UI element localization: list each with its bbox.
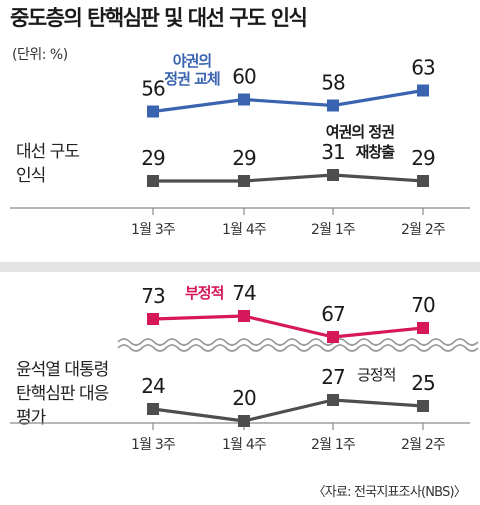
data-point-marker	[327, 169, 339, 181]
data-label: 25	[411, 371, 434, 395]
data-point-marker	[417, 84, 429, 97]
axis-break-wave	[117, 344, 479, 352]
panel-impeachment-response: 윤석열 대통령 탄핵심판 대응 평가 1월 3주 1월 4주 2월 1주 2월 2주 73 7…	[0, 272, 480, 474]
series-line-긍정적	[152, 398, 424, 423]
series-name-label: 긍정적	[357, 366, 395, 384]
series-line-야권의-정권-교체	[152, 88, 424, 114]
data-point-marker	[147, 313, 159, 325]
data-label: 63	[411, 56, 435, 80]
row-label-election: 대선 구도 인식	[16, 142, 80, 186]
series-name-line: 재창출	[356, 143, 396, 161]
series-name-line: 여권의 정권	[326, 123, 394, 141]
x-tick-label-2월-1주: 2월 1주	[311, 437, 356, 453]
data-label: 29	[411, 146, 435, 170]
data-point-marker	[147, 105, 159, 118]
data-label: 20	[232, 386, 256, 410]
x-tick-label-1월-3주: 1월 3주	[131, 222, 176, 238]
series-name-label: 야권의 정권 교체	[164, 52, 220, 88]
panel-separator	[0, 262, 480, 272]
x-tick-label-2월-1주: 2월 1주	[311, 222, 356, 238]
data-point-marker	[147, 175, 159, 187]
data-point-marker	[238, 93, 250, 106]
data-point-marker	[238, 415, 250, 427]
data-label: 24	[141, 374, 165, 398]
data-label: 67	[321, 302, 345, 326]
data-label: 29	[141, 146, 165, 170]
chart-election-outlook: 1월 3주 1월 4주 2월 1주 2월 2주 56 60 58 63 야권의 정권 교체 29 29…	[10, 52, 470, 238]
data-label: 58	[321, 71, 345, 95]
chart-title: 중도층의 탄핵심판 및 대선 구도 인식	[10, 6, 308, 30]
data-point-marker	[417, 322, 429, 334]
chart-impeachment-response: 1월 3주 1월 4주 2월 1주 2월 2주 73 74 67 70 부정적 24 20 27 25 긍…	[10, 281, 479, 453]
data-label: 60	[232, 65, 256, 89]
x-tick-label-1월-3주: 1월 3주	[131, 437, 176, 453]
data-label: 73	[141, 284, 165, 308]
x-tick-label-1월-4주: 1월 4주	[222, 222, 267, 238]
series-name-line: 정권 교체	[164, 70, 220, 88]
data-point-marker	[238, 175, 250, 187]
series-name-line: 야권의	[173, 52, 212, 70]
data-point-marker	[417, 175, 429, 187]
data-point-marker	[417, 400, 429, 412]
data-label: 31	[321, 140, 344, 164]
series-name-line: 긍정적	[357, 366, 395, 384]
x-tick-label-1월-4주: 1월 4주	[222, 437, 267, 453]
source-note: 〈자료: 전국지표조사(NBS)〉	[312, 485, 467, 500]
axis-break-wave	[117, 338, 479, 346]
data-point-marker	[238, 310, 250, 322]
data-label: 27	[321, 365, 345, 389]
series-line-여권의-정권-재창출	[153, 173, 424, 183]
series-name-label: 부정적	[185, 284, 224, 302]
data-point-marker	[327, 331, 339, 343]
data-label: 29	[232, 146, 256, 170]
x-tick-label-2월-2주: 2월 2주	[401, 437, 446, 453]
data-point-marker	[327, 99, 339, 112]
data-point-marker	[327, 394, 339, 406]
data-label: 74	[232, 281, 256, 305]
series-line-부정적	[152, 314, 424, 339]
data-point-marker	[147, 403, 159, 415]
x-tick-label-2월-2주: 2월 2주	[401, 222, 446, 238]
data-label: 56	[141, 77, 165, 101]
unit-label: (단위: %)	[12, 47, 68, 63]
data-label: 70	[411, 293, 435, 317]
series-name-line: 부정적	[185, 284, 224, 302]
panel-election-outlook: 대선 구도 인식 1월 3주 1월 4주 2월 1주 2월 2주 56 60 58 63 야권의 정…	[0, 52, 480, 262]
